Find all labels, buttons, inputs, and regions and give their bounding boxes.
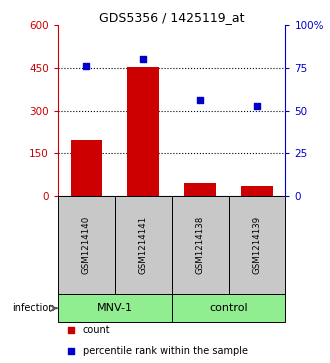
Bar [184, 183, 216, 196]
Text: GSM1214139: GSM1214139 [252, 216, 261, 274]
Text: percentile rank within the sample: percentile rank within the sample [83, 346, 248, 356]
Bar [228, 196, 285, 294]
Point [83, 64, 89, 69]
Point [254, 103, 260, 109]
Bar [58, 294, 172, 322]
Bar [127, 66, 159, 196]
Text: GSM1214140: GSM1214140 [82, 216, 91, 274]
Text: MNV-1: MNV-1 [97, 303, 133, 313]
Point [197, 98, 203, 103]
Bar [172, 294, 285, 322]
Text: control: control [209, 303, 248, 313]
Text: GSM1214138: GSM1214138 [196, 216, 205, 274]
Text: count: count [83, 325, 111, 335]
Bar [115, 196, 172, 294]
Text: GSM1214141: GSM1214141 [139, 216, 148, 274]
Point [69, 348, 74, 354]
Bar [58, 196, 115, 294]
Bar [71, 140, 102, 196]
Title: GDS5356 / 1425119_at: GDS5356 / 1425119_at [99, 11, 244, 24]
Bar [241, 186, 273, 196]
Point [69, 327, 74, 333]
Text: infection: infection [13, 303, 55, 313]
Point [141, 57, 146, 62]
Bar [172, 196, 228, 294]
